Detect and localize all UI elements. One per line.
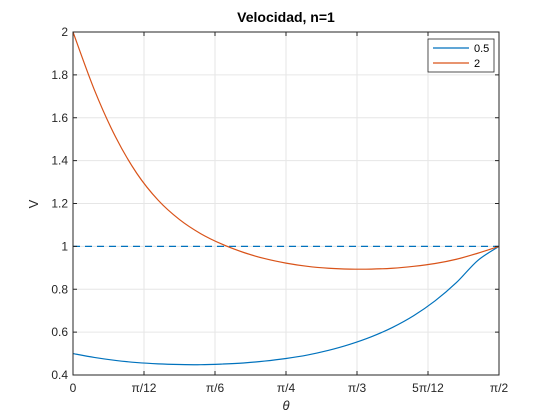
x-tick-label: π/12	[132, 381, 157, 395]
legend: 0.52	[427, 38, 495, 73]
x-tick-label: π/2	[490, 381, 509, 395]
series-lines	[72, 31, 500, 366]
legend-box	[427, 38, 495, 73]
y-tick-label: 1.8	[51, 68, 68, 82]
x-tick-label: 0	[70, 381, 77, 395]
x-tick-label: π/3	[348, 381, 367, 395]
y-tick-label: 0.4	[51, 368, 68, 382]
y-tick-label: 1.4	[51, 154, 68, 168]
y-tick-label: 1	[61, 239, 68, 253]
y-axis-label: V	[26, 199, 41, 208]
x-tick-label: π/6	[206, 381, 225, 395]
y-tick-label: 0.8	[51, 282, 68, 296]
y-tick-label: 0.6	[51, 325, 68, 339]
chart-title: Velocidad, n=1	[237, 9, 335, 25]
x-axis-label: θ	[282, 398, 289, 413]
series-line-0-5	[72, 245, 500, 366]
y-tick-label: 2	[61, 25, 68, 39]
series-line-2	[72, 31, 500, 270]
y-tick-label: 1.6	[51, 111, 68, 125]
x-tick-label: 5π/12	[412, 381, 444, 395]
axis-ticks: 0 π/12 π/6 π/4 π/3 5π/12 π/2 0.4 0.6 0.8 1 1.2 1.4 1.…	[51, 25, 508, 395]
x-tick-label: π/4	[277, 381, 296, 395]
legend-label: 0.5	[474, 43, 489, 55]
y-tick-label: 1.2	[51, 197, 68, 211]
legend-label: 2	[474, 58, 480, 70]
